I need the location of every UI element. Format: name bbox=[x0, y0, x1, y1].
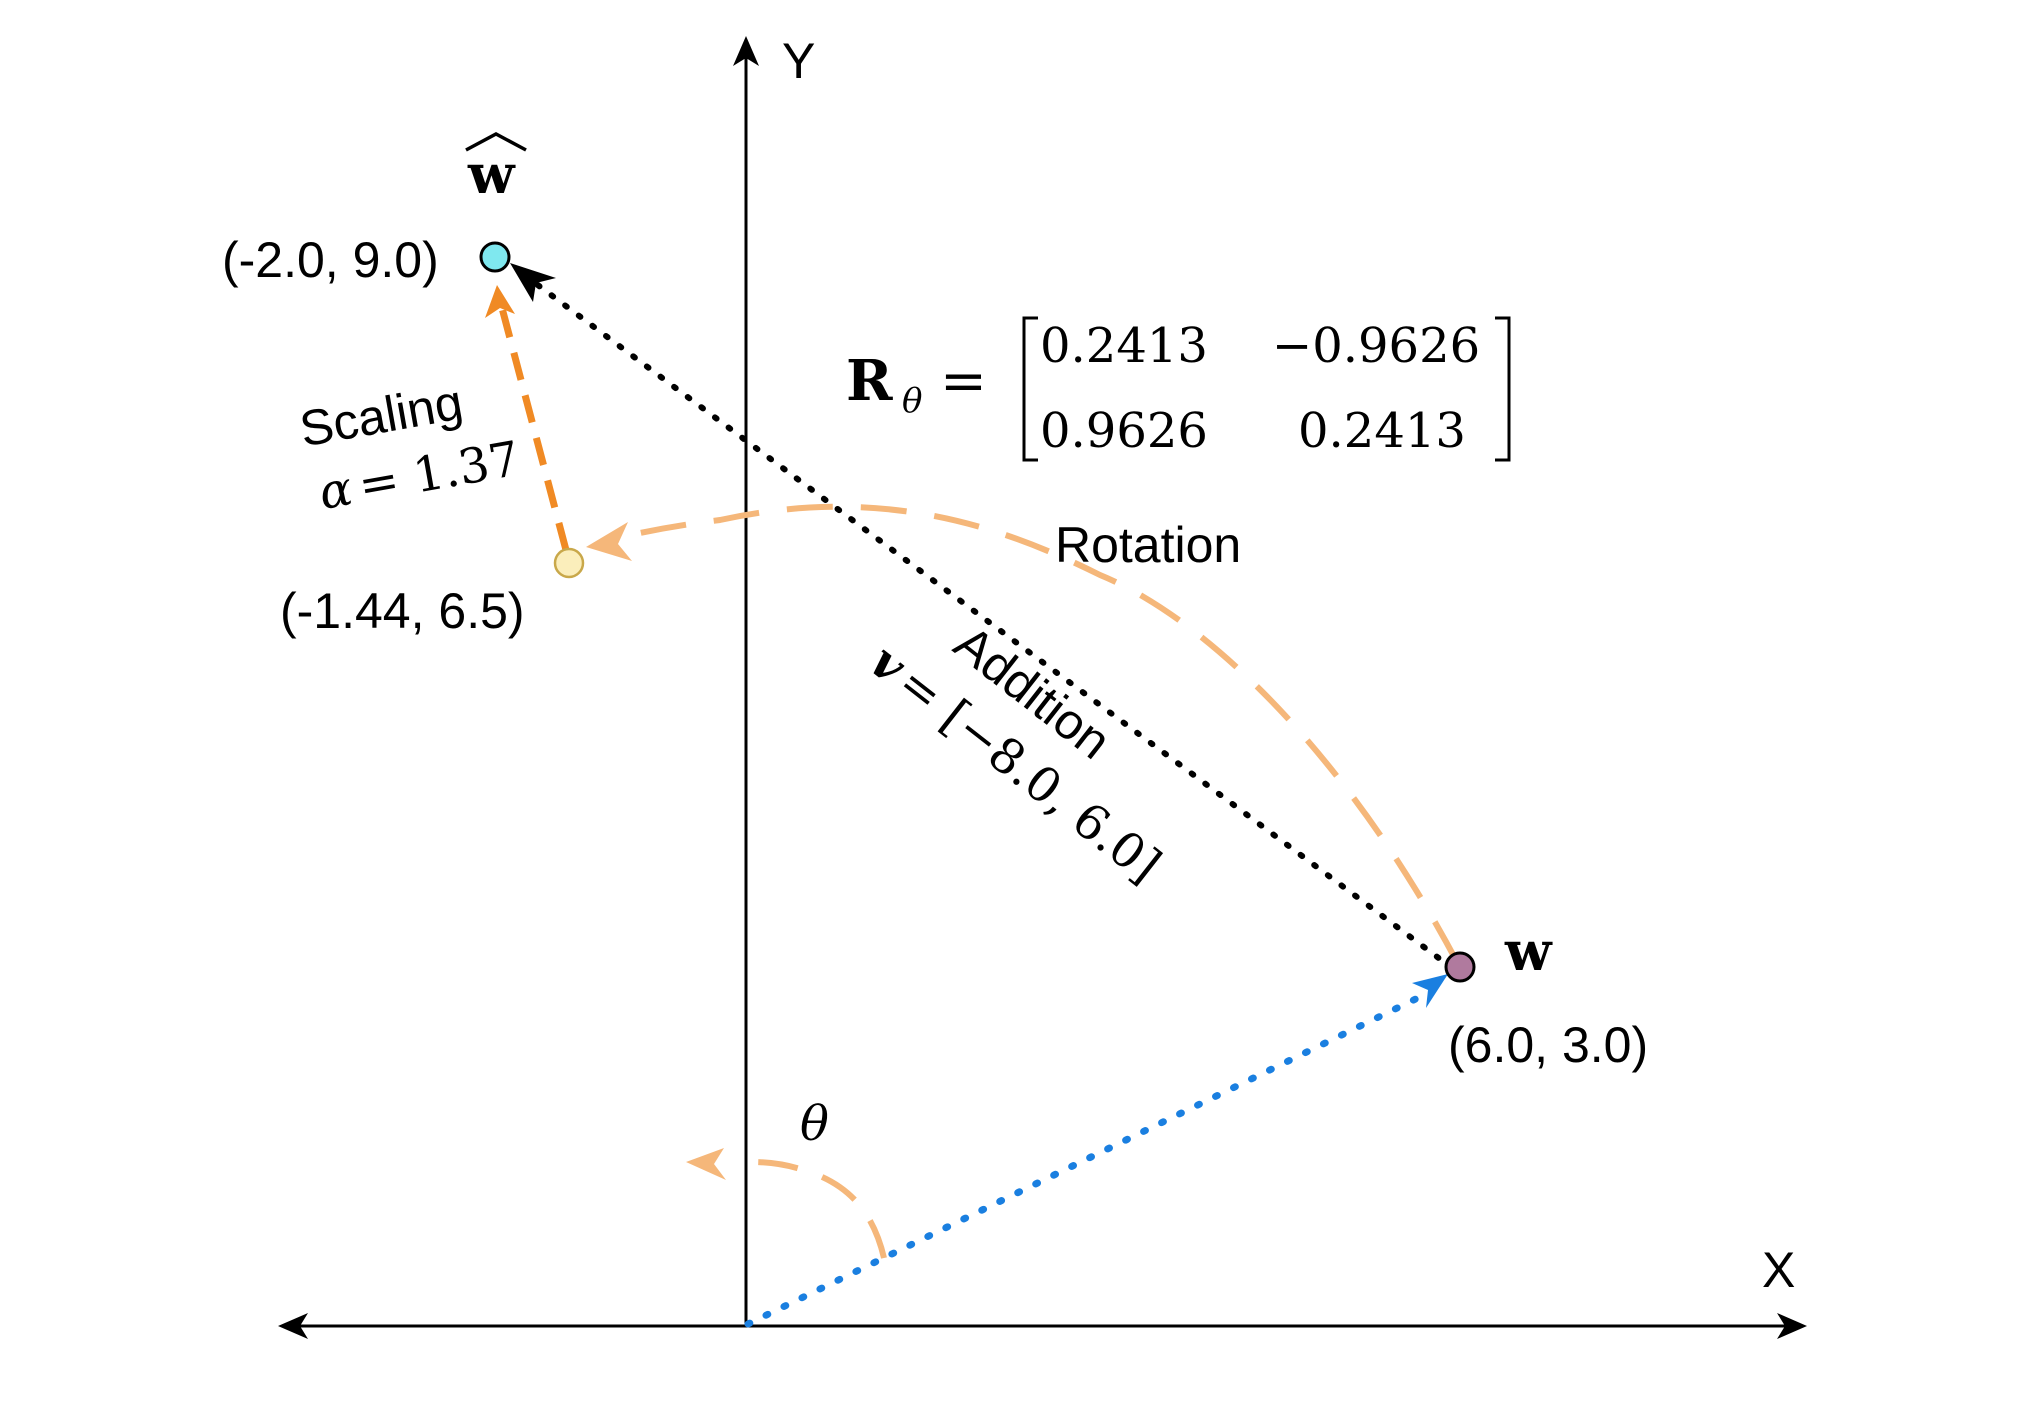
rotation-matrix-equation: R θ = 0.2413 −0.9626 0.9626 0.2413 bbox=[846, 316, 1511, 462]
scaling-label-group: Scaling α = 1.37 bbox=[296, 374, 524, 521]
origin-to-w-vector bbox=[744, 974, 1448, 1328]
scaling-vector bbox=[485, 285, 570, 551]
point-w-hat-name: w bbox=[465, 132, 527, 206]
hat-accent bbox=[465, 132, 527, 152]
point-rotated bbox=[553, 547, 585, 579]
angle-arc bbox=[686, 1148, 887, 1259]
matrix-cell: 0.2413 bbox=[1040, 318, 1208, 374]
rotation-label: Rotation bbox=[1055, 517, 1241, 573]
matrix-cell: −0.9626 bbox=[1272, 318, 1480, 374]
point-rotated-coords: (-1.44, 6.5) bbox=[280, 583, 525, 639]
x-axis bbox=[278, 1313, 1807, 1339]
svg-text:θ: θ bbox=[902, 381, 922, 421]
y-axis bbox=[733, 36, 759, 1326]
matrix-left-bracket bbox=[1022, 316, 1038, 462]
y-axis-label: Y bbox=[782, 33, 815, 89]
addition-vector bbox=[510, 263, 1455, 971]
matrix-right-bracket bbox=[1495, 316, 1511, 462]
matrix-cell: 0.2413 bbox=[1298, 403, 1466, 459]
point-w-hat-coords: (-2.0, 9.0) bbox=[222, 232, 439, 288]
scaling-alpha-symbol: α bbox=[315, 460, 357, 521]
addition-label-group: Addition v = [−8.0, 6.0] bbox=[860, 615, 1171, 894]
svg-text:w: w bbox=[467, 142, 516, 206]
svg-text:=: = bbox=[940, 349, 987, 414]
svg-text:R: R bbox=[846, 348, 893, 414]
x-axis-label: X bbox=[1762, 1242, 1795, 1298]
point-w bbox=[1444, 951, 1476, 983]
matrix-cell: 0.9626 bbox=[1040, 403, 1208, 459]
point-w-name: w bbox=[1504, 919, 1553, 983]
point-w-coords: (6.0, 3.0) bbox=[1448, 1017, 1648, 1073]
angle-theta-symbol: θ bbox=[800, 1096, 829, 1152]
rotation-arc bbox=[586, 503, 1460, 964]
point-w-hat bbox=[479, 241, 511, 273]
